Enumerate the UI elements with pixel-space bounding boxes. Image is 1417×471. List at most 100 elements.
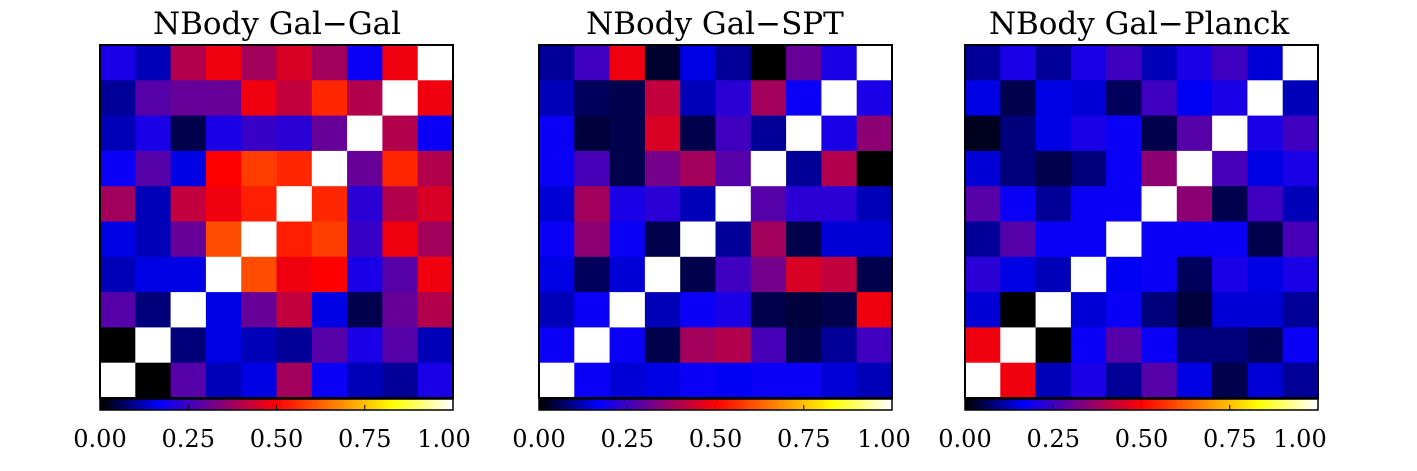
colorbar-segment bbox=[225, 399, 228, 410]
heatmap-cell bbox=[1282, 150, 1319, 187]
colorbar-segment bbox=[669, 399, 672, 410]
colorbar-segment bbox=[1159, 399, 1162, 410]
colorbar-segment bbox=[234, 399, 237, 410]
colorbar-segment bbox=[881, 399, 884, 410]
heatmap-cell bbox=[821, 115, 858, 152]
colorbar-segment bbox=[348, 399, 352, 410]
heatmap-cell bbox=[311, 80, 348, 117]
heatmap-cell bbox=[1070, 362, 1107, 399]
colorbar-segment bbox=[1275, 399, 1278, 410]
heatmap-cell bbox=[100, 115, 136, 152]
colorbar-segment bbox=[563, 399, 566, 410]
colorbar-segment bbox=[211, 399, 214, 410]
heatmap-cell bbox=[644, 115, 681, 152]
colorbar-segment bbox=[1233, 399, 1236, 410]
colorbar-segment bbox=[265, 399, 269, 410]
colorbar-tick-label: 0.00 bbox=[73, 425, 126, 453]
colorbar-segment bbox=[137, 399, 140, 410]
colorbar-segment bbox=[152, 399, 156, 410]
colorbar-segment bbox=[793, 399, 796, 410]
colorbar-segment bbox=[1249, 399, 1252, 410]
heatmap-cell bbox=[205, 186, 242, 223]
colorbar-segment bbox=[863, 399, 866, 410]
panel-gal-planck: NBody Gal−Planck 0.00 0.25 0.50 0.75 1.0… bbox=[938, 6, 1326, 453]
colorbar-segment bbox=[593, 399, 596, 410]
colorbar-segment bbox=[1201, 399, 1204, 410]
colorbar-segment bbox=[1226, 399, 1229, 410]
heatmap-cell bbox=[276, 80, 313, 117]
colorbar-segment bbox=[384, 399, 387, 410]
colorbar-segment bbox=[1302, 399, 1305, 410]
heatmap-cell bbox=[609, 256, 646, 293]
heatmap-cell bbox=[276, 115, 313, 152]
colorbar-tick-label: 1.00 bbox=[1273, 425, 1326, 453]
colorbar-segment bbox=[711, 399, 715, 410]
colorbar-segment bbox=[1023, 399, 1026, 410]
colorbar-segment bbox=[830, 399, 833, 410]
heatmap-cell bbox=[100, 327, 136, 364]
colorbar-segment bbox=[133, 399, 136, 410]
colorbar-segment bbox=[205, 399, 209, 410]
colorbar-segment bbox=[768, 399, 771, 410]
heatmap-cell bbox=[135, 256, 172, 293]
heatmap-cell bbox=[715, 221, 752, 258]
heatmap-cell bbox=[965, 186, 1001, 223]
colorbar-segment bbox=[119, 399, 122, 410]
colorbar-segment bbox=[683, 399, 686, 410]
heatmap-cell bbox=[821, 150, 858, 187]
colorbar-segment bbox=[1044, 399, 1047, 410]
heatmap-cell bbox=[609, 221, 646, 258]
colorbar-segment bbox=[1083, 399, 1086, 410]
heatmap-cell bbox=[821, 362, 858, 399]
colorbar-segment bbox=[258, 399, 262, 410]
panel-title: NBody Gal−SPT bbox=[586, 6, 844, 42]
colorbar-segment bbox=[158, 399, 161, 410]
heatmap-cell bbox=[1070, 80, 1107, 117]
colorbar-segment bbox=[540, 399, 543, 410]
heatmap-cell bbox=[382, 327, 419, 364]
colorbar-segment bbox=[147, 399, 150, 410]
heatmap-cell bbox=[786, 292, 822, 328]
colorbar-segment bbox=[1261, 399, 1264, 410]
colorbar-segment bbox=[754, 399, 757, 410]
colorbar-segment bbox=[1173, 399, 1176, 410]
colorbar-segment bbox=[1146, 399, 1149, 410]
colorbar-segment bbox=[616, 399, 619, 410]
colorbar-segment bbox=[819, 399, 822, 410]
colorbar-segment bbox=[278, 399, 281, 410]
heatmap-cell bbox=[1141, 362, 1178, 399]
colorbar-segment bbox=[977, 399, 980, 410]
colorbar-segment bbox=[719, 399, 722, 410]
colorbar-segment bbox=[378, 399, 382, 410]
colorbar-segment bbox=[246, 399, 249, 410]
colorbar-segment bbox=[1039, 399, 1042, 410]
colorbar-segment bbox=[574, 399, 577, 410]
colorbar-segment bbox=[304, 399, 307, 410]
heatmap-cell bbox=[786, 45, 822, 81]
heatmap-cell bbox=[135, 292, 172, 328]
colorbar-segment bbox=[1287, 399, 1291, 410]
heatmap-cell bbox=[856, 327, 893, 364]
colorbar-segment bbox=[674, 399, 678, 410]
heatmap-cell bbox=[1212, 327, 1248, 364]
colorbar-segment bbox=[708, 399, 711, 410]
heatmap-cell bbox=[170, 150, 207, 187]
colorbar-segment bbox=[382, 399, 385, 410]
colorbar-segment bbox=[182, 399, 186, 410]
colorbar-segment bbox=[228, 399, 232, 410]
colorbar-segment bbox=[400, 399, 403, 410]
heatmap-cell bbox=[241, 186, 278, 223]
heatmap-cell bbox=[1035, 150, 1072, 187]
heatmap-cell bbox=[100, 186, 136, 223]
colorbar-segment bbox=[741, 399, 745, 410]
colorbar-segment bbox=[844, 399, 847, 410]
colorbar-segment bbox=[634, 399, 637, 410]
heatmap-cell bbox=[1247, 221, 1284, 258]
colorbar-tick-label: 0.75 bbox=[777, 425, 830, 453]
colorbar-segment bbox=[242, 399, 246, 410]
colorbar-segment bbox=[590, 399, 593, 410]
heatmap-cell bbox=[644, 150, 681, 187]
heatmap-cell bbox=[417, 45, 454, 81]
colorbar-segment bbox=[1120, 399, 1123, 410]
colorbar-segment bbox=[1063, 399, 1067, 410]
